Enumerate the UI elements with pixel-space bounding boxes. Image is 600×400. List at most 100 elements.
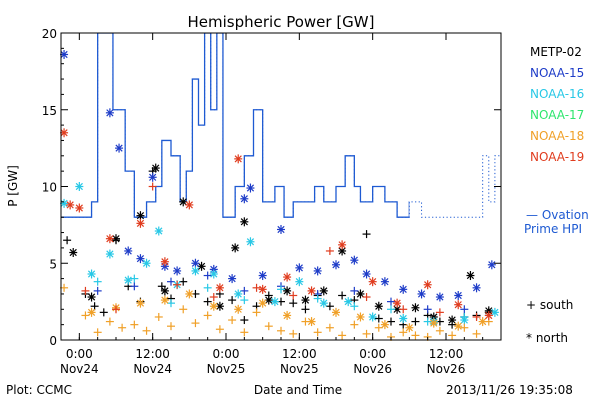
north-point bbox=[454, 290, 463, 300]
x-tick-date-label: Nov26 bbox=[427, 362, 466, 376]
y-tick-label: 5 bbox=[49, 257, 57, 271]
north-point bbox=[368, 277, 377, 287]
legend-entry: NOAA-15 bbox=[530, 66, 584, 80]
north-point bbox=[454, 321, 463, 331]
south-point bbox=[173, 280, 182, 289]
north-point bbox=[487, 260, 496, 270]
south-point bbox=[118, 323, 127, 332]
north-point bbox=[148, 172, 157, 182]
north-point bbox=[478, 317, 487, 327]
south-point bbox=[399, 305, 408, 314]
north-point bbox=[185, 200, 194, 210]
south-point bbox=[411, 331, 420, 340]
south-point bbox=[325, 323, 334, 332]
north-point bbox=[151, 163, 160, 173]
y-tick-label: 15 bbox=[42, 104, 57, 118]
x-axis: 0:00Nov2412:00Nov240:00Nov2512:00Nov250:… bbox=[60, 33, 484, 376]
north-point bbox=[472, 283, 481, 293]
north-point bbox=[344, 297, 353, 307]
south-point bbox=[191, 319, 200, 328]
south-point bbox=[179, 277, 188, 286]
x-tick-date-label: Nov25 bbox=[207, 362, 246, 376]
north-point bbox=[429, 318, 438, 328]
legend-entry: NOAA-16 bbox=[530, 87, 584, 101]
south-point bbox=[167, 277, 175, 286]
north-point bbox=[380, 320, 389, 330]
south-point bbox=[325, 246, 334, 255]
north-point bbox=[240, 217, 249, 227]
south-point bbox=[203, 297, 212, 306]
north-point bbox=[246, 237, 255, 247]
north-point bbox=[332, 307, 340, 317]
north-point bbox=[209, 301, 218, 311]
south-point bbox=[203, 283, 212, 292]
south-point bbox=[301, 305, 310, 314]
south-point bbox=[313, 294, 322, 303]
north-point bbox=[283, 272, 292, 282]
north-point bbox=[283, 286, 292, 296]
south-point bbox=[313, 328, 322, 337]
north-point bbox=[142, 258, 151, 268]
x-tick-date-label: Nov24 bbox=[60, 362, 99, 376]
south-point bbox=[228, 316, 237, 325]
north-point bbox=[393, 298, 402, 308]
north-point bbox=[124, 246, 133, 256]
south-point bbox=[240, 296, 249, 305]
south-point bbox=[209, 293, 218, 302]
south-point bbox=[435, 326, 444, 335]
y-tick-label: 10 bbox=[42, 181, 57, 195]
x-tick-date-label: Nov26 bbox=[353, 362, 392, 376]
south-point bbox=[277, 326, 285, 335]
x-tick-time-label: 12:00 bbox=[429, 347, 464, 361]
x-tick-date-label: Nov25 bbox=[280, 362, 319, 376]
north-point bbox=[87, 307, 96, 317]
legend-ovation-line2: Prime HPI bbox=[524, 222, 582, 236]
north-point bbox=[136, 298, 145, 308]
north-point bbox=[136, 211, 145, 221]
data-points bbox=[60, 49, 499, 341]
legend-entry: NOAA-19 bbox=[530, 150, 584, 164]
north-point bbox=[435, 292, 444, 302]
south-point bbox=[90, 302, 99, 311]
south-point bbox=[228, 296, 237, 305]
south-point bbox=[105, 317, 114, 326]
north-point bbox=[411, 303, 420, 313]
north-point bbox=[270, 297, 279, 307]
south-point bbox=[130, 274, 139, 283]
south-point bbox=[93, 328, 102, 337]
south-point bbox=[325, 302, 334, 311]
south-point bbox=[99, 308, 108, 317]
legend-entry: NOAA-18 bbox=[530, 129, 584, 143]
south-point bbox=[338, 331, 347, 340]
north-point bbox=[228, 274, 237, 284]
south-point bbox=[252, 283, 261, 292]
north-point bbox=[356, 312, 365, 322]
north-point bbox=[484, 310, 493, 320]
south-point bbox=[63, 236, 72, 245]
south-point bbox=[179, 305, 188, 314]
south-point bbox=[264, 322, 273, 331]
south-point bbox=[112, 305, 120, 314]
north-point bbox=[277, 224, 285, 234]
south-point bbox=[240, 328, 249, 337]
north-point bbox=[307, 286, 316, 296]
north-point bbox=[75, 182, 84, 191]
north-point bbox=[160, 257, 169, 267]
north-point bbox=[136, 254, 145, 264]
north-point bbox=[307, 317, 316, 327]
legend-ovation-line1: — Ovation bbox=[526, 208, 589, 222]
legend: METP-02 NOAA-15 NOAA-16 NOAA-17 NOAA-18 NOAA-… bbox=[530, 45, 584, 164]
north-point bbox=[179, 197, 188, 207]
north-point bbox=[215, 283, 224, 293]
north-point bbox=[405, 323, 414, 333]
north-point bbox=[356, 289, 365, 299]
north-point bbox=[234, 304, 243, 314]
south-point bbox=[472, 329, 481, 338]
north-point bbox=[69, 248, 78, 258]
south-point bbox=[167, 322, 175, 331]
south-point bbox=[289, 299, 298, 308]
south-point bbox=[81, 311, 90, 320]
south-point bbox=[374, 323, 383, 332]
north-point bbox=[380, 277, 389, 287]
